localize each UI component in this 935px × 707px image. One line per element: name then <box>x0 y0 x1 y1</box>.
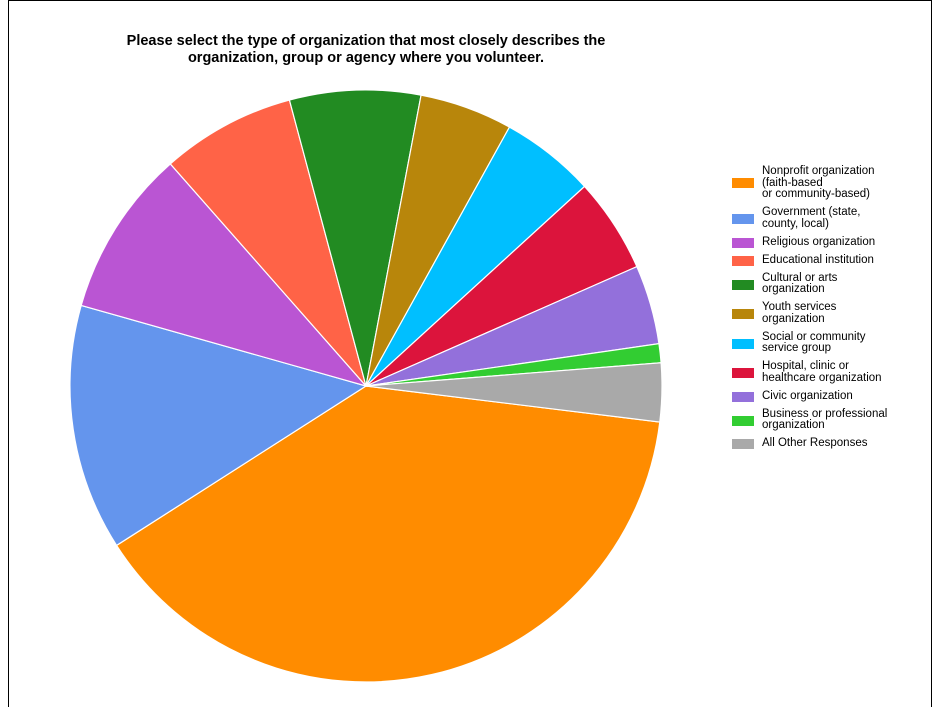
legend-swatch <box>732 368 754 378</box>
legend-label-line: Social or community <box>762 330 866 343</box>
legend-label-line: Youth services <box>762 301 837 313</box>
chart-title: Please select the type of organization t… <box>56 33 676 67</box>
legend-swatch <box>732 439 754 449</box>
legend-swatch <box>732 391 754 402</box>
legend-label: Educational institution <box>762 253 935 267</box>
legend-swatch <box>732 338 754 349</box>
legend-label-line: Educational institution <box>762 253 874 266</box>
legend-label-line: Nonprofit organization <box>762 165 875 177</box>
legend-label: Youth services organization <box>762 301 935 325</box>
legend-label-line: county, local) <box>762 217 829 230</box>
legend-swatch <box>732 415 754 426</box>
legend-label-line: All Other Responses <box>762 437 868 449</box>
legend-label: All Other Responses <box>762 437 935 450</box>
chart-title-line-1: Please select the type of organization t… <box>126 33 606 49</box>
legend-swatch <box>732 214 754 224</box>
pie-slice-educational-institution <box>169 99 367 387</box>
legend-label-line: Religious organization <box>762 235 876 248</box>
legend-swatch <box>732 178 754 188</box>
legend-label-line: Government (state, <box>762 206 861 218</box>
pie-slice-all-other-responses <box>365 362 663 423</box>
legend-label-line: Cultural or arts <box>762 271 838 284</box>
legend-label: Business or professional organization <box>762 407 935 432</box>
legend-label-line: or community-based) <box>762 188 871 200</box>
legend-label-line: Hospital, clinic or <box>762 360 849 372</box>
legend-label: Government (state, county, local) <box>762 206 935 230</box>
legend-label: Cultural or arts organization <box>762 271 935 296</box>
legend-label-line: organization <box>762 283 825 295</box>
legend-swatch <box>732 309 754 319</box>
legend-label: Civic organization <box>762 389 935 403</box>
pie-slice-cultural-or-arts-organization <box>288 89 422 387</box>
legend-label: Religious organization <box>762 235 935 249</box>
legend-label-line: Civic organization <box>762 389 853 402</box>
legend-label-line: organization <box>762 419 825 431</box>
legend-label-line: organization <box>762 312 825 325</box>
legend-label-line: Business or professional <box>762 407 888 420</box>
legend-label-line: service group <box>762 342 832 354</box>
legend-label: Social or community service group <box>762 330 935 355</box>
chart-title-line-2: organization, group or agency where you … <box>187 50 545 66</box>
pie-slice-religious-organization <box>80 163 368 388</box>
legend-swatch <box>732 237 754 248</box>
pie-slice-nonprofit-organization-faith-based-or-community-based <box>115 385 661 683</box>
legend-label-line: healthcare organization <box>762 371 882 384</box>
legend-label: Nonprofit organization (faith-based or com… <box>762 165 935 201</box>
legend-swatch <box>732 255 754 266</box>
legend-label: Hospital, clinic or healthcare organizati… <box>762 360 935 384</box>
legend-swatch <box>732 279 754 290</box>
legend-label-line: (faith-based <box>762 176 823 189</box>
